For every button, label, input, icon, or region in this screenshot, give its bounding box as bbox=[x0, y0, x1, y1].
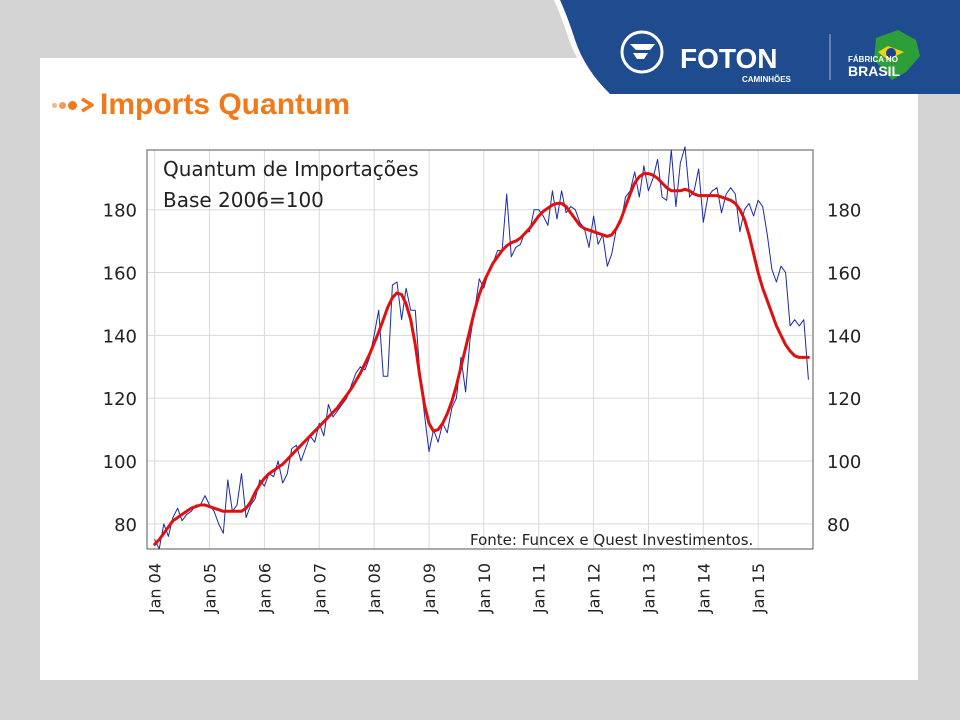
y-tick-left-label: 100 bbox=[103, 452, 137, 473]
x-tick-label: Jan 05 bbox=[201, 563, 220, 614]
x-tick-label: Jan 06 bbox=[255, 563, 274, 614]
series-layer bbox=[153, 146, 810, 550]
x-axis: Jan 04 Jan 05 Jan 06 Jan 07 Jan 08 Jan 09 Jan … bbox=[146, 563, 768, 614]
x-tick-label: Jan 14 bbox=[694, 563, 713, 614]
y-tick-right-label: 100 bbox=[827, 452, 861, 473]
x-tick-label: Jan 15 bbox=[749, 563, 768, 614]
y-tick-right-label: 140 bbox=[827, 326, 861, 347]
y-tick-left-label: 80 bbox=[114, 515, 137, 536]
series-line-smoothed bbox=[153, 172, 810, 546]
slide-title: Imports Quantum bbox=[100, 88, 351, 121]
y-tick-right-label: 180 bbox=[827, 201, 861, 222]
y-tick-left-label: 160 bbox=[103, 264, 137, 285]
x-tick-label: Jan 12 bbox=[585, 563, 604, 614]
plot-frame bbox=[146, 149, 814, 550]
y-tick-right-label: 160 bbox=[827, 264, 861, 285]
title-bullet-icon bbox=[52, 97, 94, 113]
y-tick-right-label: 80 bbox=[827, 515, 850, 536]
x-tick-label: Jan 09 bbox=[420, 563, 439, 614]
x-tick-label: Jan 08 bbox=[365, 563, 384, 614]
y-tick-left-label: 140 bbox=[103, 326, 137, 347]
x-tick-label: Jan 07 bbox=[310, 563, 329, 614]
y-axis-left: 80 100 120 140 160 180 bbox=[103, 201, 137, 536]
series-line-raw bbox=[154, 146, 809, 550]
x-tick-label: Jan 04 bbox=[146, 563, 165, 614]
x-tick-label: Jan 13 bbox=[639, 563, 658, 614]
x-tick-label: Jan 10 bbox=[475, 563, 494, 614]
title-row: Imports Quantum bbox=[52, 88, 350, 122]
source-note: Fonte: Funcex e Quest Investimentos. bbox=[470, 531, 753, 549]
slide-panel bbox=[40, 58, 918, 680]
x-tick-label: Jan 11 bbox=[530, 563, 549, 614]
y-tick-right-label: 120 bbox=[827, 389, 861, 410]
annotation-title-line1: Quantum de Importações bbox=[163, 157, 419, 181]
y-tick-left-label: 180 bbox=[103, 201, 137, 222]
y-tick-left-label: 120 bbox=[103, 389, 137, 410]
annotation-title-line2: Base 2006=100 bbox=[163, 188, 324, 212]
y-axis-right: 80 100 120 140 160 180 bbox=[827, 201, 861, 536]
